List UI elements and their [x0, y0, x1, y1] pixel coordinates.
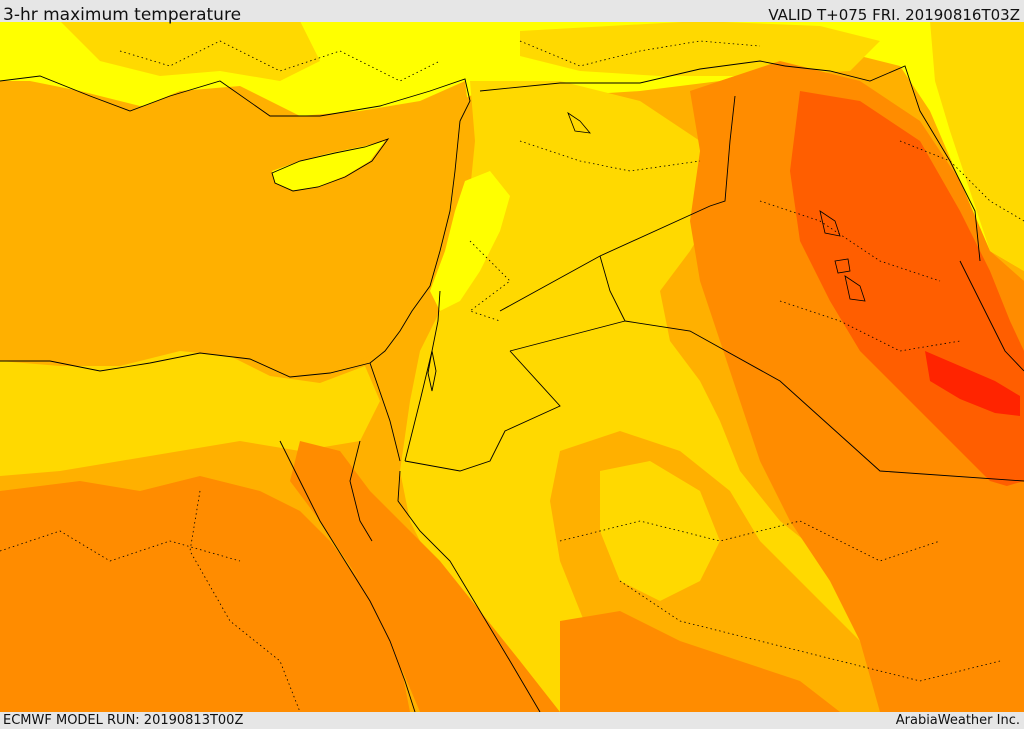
coastlines: [0, 75, 1024, 712]
border-syria-iraq: [499, 95, 736, 312]
coastline-dead-sea: [427, 350, 437, 392]
field-light-levant: [400, 81, 900, 712]
lake-tharthar: [819, 210, 841, 237]
border-saudi-iraq: [624, 320, 1024, 482]
credit-label: ArabiaWeather Inc.: [895, 713, 1020, 728]
admin-border-iraq-2: [779, 300, 961, 352]
border-iran-iraq: [784, 65, 981, 262]
admin-border-iran: [899, 140, 1024, 222]
coastline-sinai-west: [349, 440, 373, 542]
field-light-zagros: [930, 21, 1024, 271]
border-jordan-iraq: [509, 255, 626, 352]
border-sinai: [369, 362, 401, 462]
country-borders: [369, 60, 1024, 482]
field-dark-orange-south: [560, 611, 840, 712]
field-orange-red-sea: [290, 441, 560, 712]
lake-habbaniyah: [844, 275, 866, 302]
field-red-gulf: [925, 351, 1020, 416]
temperature-map-svg: [0, 21, 1024, 712]
admin-border-turkey-2: [519, 40, 761, 67]
field-orange-gulf-east: [985, 481, 1024, 712]
coastline-levant: [369, 120, 461, 364]
field-light-anatolia: [520, 21, 880, 76]
admin-border-saudi-1: [559, 520, 941, 562]
coastline-cyprus: [271, 138, 390, 192]
admin-border-saudi-2: [619, 580, 1001, 682]
coastline-red-sea-west: [279, 440, 416, 712]
admin-border-jordan: [469, 240, 511, 322]
footer-bar: ECMWF MODEL RUN: 20190813T00Z ArabiaWeat…: [0, 712, 1024, 729]
field-orange-egypt: [0, 476, 410, 712]
field-light-saudi: [600, 461, 720, 601]
coastline-egypt-north: [0, 352, 371, 378]
coastline-red-sea-east: [397, 470, 541, 712]
field-yellow-cyprus: [272, 141, 385, 191]
border-israel-jordan: [404, 290, 441, 462]
model-run-label: ECMWF MODEL RUN: 20190813T00Z: [3, 713, 244, 728]
admin-border-egypt-2: [189, 490, 301, 712]
valid-time-label: VALID T+075 FRI. 20190816T03Z: [768, 6, 1020, 24]
field-light-north: [60, 21, 320, 81]
coastline-gulf: [959, 260, 1024, 372]
admin-border-iraq-1: [759, 200, 941, 282]
admin-border-syria: [519, 140, 701, 172]
coastline-turkey-south: [0, 75, 471, 122]
field-yellow-north: [0, 21, 1024, 271]
map-title: 3-hr maximum temperature: [3, 5, 242, 25]
lake-razazah: [834, 258, 851, 274]
border-jordan-saudi: [404, 350, 561, 472]
admin-border-egypt-1: [0, 530, 241, 562]
border-syria-iraq-north: [479, 60, 786, 92]
lakes: [567, 111, 866, 302]
admin-borders: [0, 40, 1024, 712]
field-yellow-egypt-coast: [0, 351, 380, 476]
header-bar: 3-hr maximum temperature VALID T+075 FRI…: [0, 0, 1024, 25]
temperature-map: [0, 21, 1024, 712]
lake-assad: [567, 111, 591, 134]
